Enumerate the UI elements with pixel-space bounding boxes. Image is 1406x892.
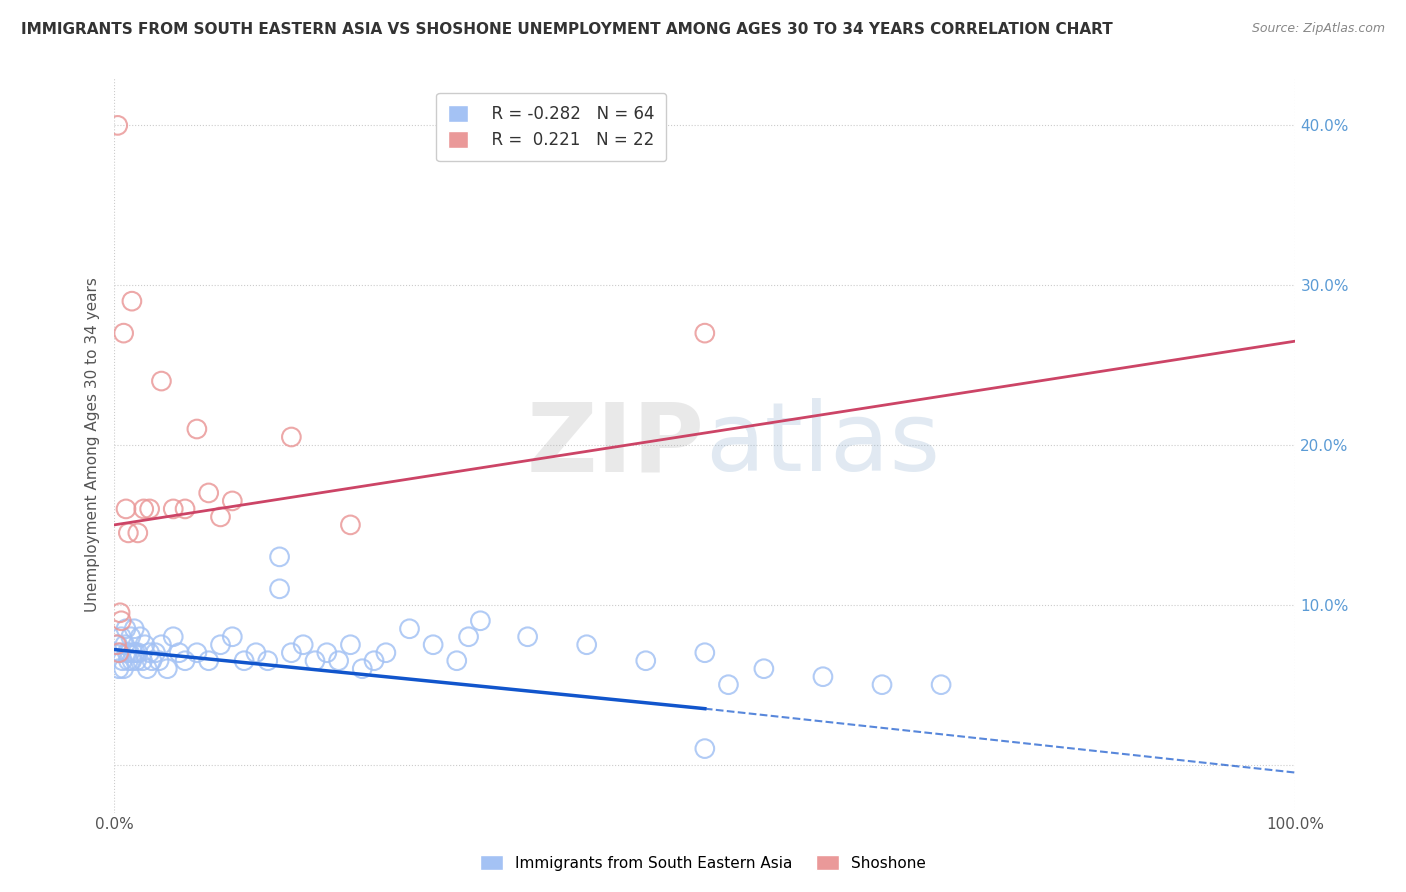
Point xyxy=(112,326,135,340)
Point xyxy=(516,630,538,644)
Point xyxy=(693,646,716,660)
Point xyxy=(131,654,153,668)
Point xyxy=(634,654,657,668)
Point xyxy=(197,486,219,500)
Text: IMMIGRANTS FROM SOUTH EASTERN ASIA VS SHOSHONE UNEMPLOYMENT AMONG AGES 30 TO 34 : IMMIGRANTS FROM SOUTH EASTERN ASIA VS SH… xyxy=(21,22,1112,37)
Text: Source: ZipAtlas.com: Source: ZipAtlas.com xyxy=(1251,22,1385,36)
Point xyxy=(156,662,179,676)
Point xyxy=(717,678,740,692)
Point xyxy=(108,646,131,660)
Y-axis label: Unemployment Among Ages 30 to 34 years: Unemployment Among Ages 30 to 34 years xyxy=(86,277,100,613)
Point xyxy=(256,654,278,668)
Point xyxy=(122,646,145,660)
Point xyxy=(280,430,302,444)
Point xyxy=(115,502,138,516)
Point xyxy=(136,662,159,676)
Point xyxy=(422,638,444,652)
Point xyxy=(125,654,148,668)
Point xyxy=(339,517,361,532)
Point xyxy=(117,654,139,668)
Point xyxy=(339,638,361,652)
Point xyxy=(233,654,256,668)
Text: ZIP: ZIP xyxy=(527,399,704,491)
Point xyxy=(870,678,893,692)
Point xyxy=(108,606,131,620)
Point xyxy=(245,646,267,660)
Point xyxy=(129,630,152,644)
Point xyxy=(107,638,129,652)
Point xyxy=(120,630,142,644)
Point xyxy=(108,662,131,676)
Point xyxy=(470,614,492,628)
Point xyxy=(105,638,128,652)
Point xyxy=(121,654,143,668)
Point xyxy=(693,326,716,340)
Point xyxy=(209,509,232,524)
Point xyxy=(121,294,143,309)
Point xyxy=(186,646,208,660)
Point xyxy=(112,662,135,676)
Point xyxy=(174,502,197,516)
Legend: Immigrants from South Eastern Asia, Shoshone: Immigrants from South Eastern Asia, Shos… xyxy=(471,846,935,880)
Point xyxy=(575,638,598,652)
Point xyxy=(328,654,350,668)
Point xyxy=(114,638,136,652)
Point xyxy=(162,502,184,516)
Point xyxy=(197,654,219,668)
Point xyxy=(150,638,173,652)
Point xyxy=(110,614,132,628)
Point xyxy=(138,646,160,660)
Point xyxy=(221,494,243,508)
Point xyxy=(446,654,468,668)
Point xyxy=(108,646,131,660)
Point xyxy=(929,678,952,692)
Point xyxy=(811,670,834,684)
Point xyxy=(145,646,167,660)
Point xyxy=(110,630,132,644)
Point xyxy=(752,662,775,676)
Point xyxy=(167,646,190,660)
Point xyxy=(269,582,291,596)
Point xyxy=(398,622,420,636)
Point xyxy=(174,654,197,668)
Point xyxy=(118,646,141,660)
Point xyxy=(117,525,139,540)
Point xyxy=(122,622,145,636)
Point xyxy=(374,646,396,660)
Point xyxy=(141,654,163,668)
Legend:   R = -0.282   N = 64,   R =  0.221   N = 22: R = -0.282 N = 64, R = 0.221 N = 22 xyxy=(436,93,666,161)
Point xyxy=(150,374,173,388)
Point xyxy=(127,646,149,660)
Point xyxy=(132,502,155,516)
Point xyxy=(115,622,138,636)
Point xyxy=(162,630,184,644)
Point xyxy=(315,646,337,660)
Point xyxy=(457,630,479,644)
Point xyxy=(107,119,129,133)
Point xyxy=(124,646,146,660)
Point xyxy=(292,638,315,652)
Point xyxy=(138,502,160,516)
Point xyxy=(221,630,243,644)
Text: atlas: atlas xyxy=(704,399,941,491)
Point xyxy=(209,638,232,652)
Point xyxy=(127,525,149,540)
Point xyxy=(280,646,302,660)
Point xyxy=(304,654,326,668)
Point xyxy=(269,549,291,564)
Point xyxy=(148,654,170,668)
Point xyxy=(186,422,208,436)
Point xyxy=(134,638,156,652)
Point xyxy=(693,741,716,756)
Point xyxy=(111,654,134,668)
Point xyxy=(115,646,138,660)
Point xyxy=(363,654,385,668)
Point xyxy=(352,662,374,676)
